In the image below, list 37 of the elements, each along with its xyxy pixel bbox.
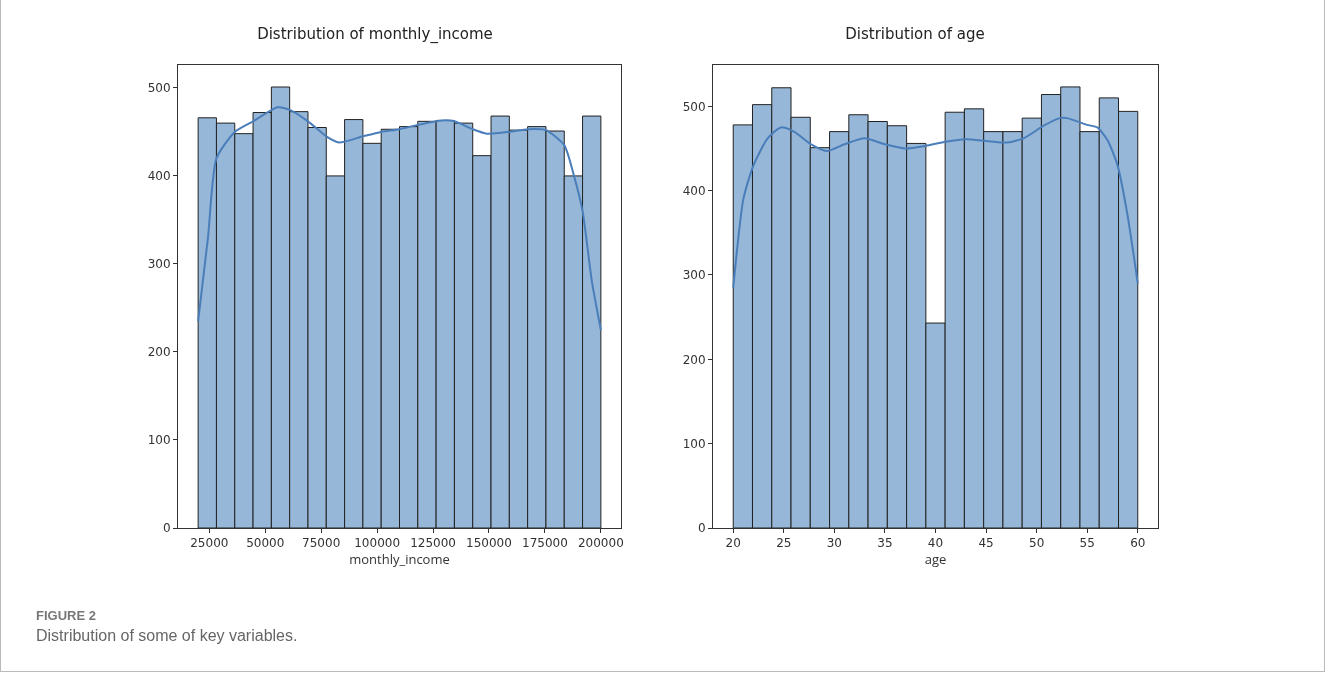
x-tick-label: 25000 <box>190 536 229 551</box>
y-tick-label: 500 <box>682 99 706 114</box>
x-tick-label: 60 <box>1130 536 1146 551</box>
x-tick-label: 75000 <box>302 536 341 551</box>
x-tick-label: 125000 <box>410 536 456 551</box>
chart-title: Distribution of monthly_income <box>257 25 493 45</box>
x-axis-title: age <box>924 550 947 569</box>
x-tick-label: 35 <box>877 536 893 551</box>
y-tick-label: 200 <box>682 352 706 367</box>
chart-title: Distribution of age <box>845 25 985 44</box>
x-tick-label: 100000 <box>354 536 401 551</box>
y-tick-label: 400 <box>682 183 706 198</box>
x-tick-label: 45 <box>978 536 994 551</box>
x-tick-label: 150000 <box>466 536 512 551</box>
x-tick-label: 50 <box>1029 536 1045 551</box>
x-tick-label: 55 <box>1079 536 1095 551</box>
x-tick-label: 25 <box>776 536 792 551</box>
x-tick-label: 175000 <box>522 536 568 551</box>
x-tick-label: 20 <box>725 536 741 551</box>
y-tick-label: 300 <box>147 257 171 272</box>
x-tick-label: 50000 <box>246 536 285 551</box>
y-tick-label: 100 <box>682 436 706 451</box>
y-tick-label: 0 <box>162 521 171 536</box>
y-tick-label: 400 <box>147 169 171 184</box>
y-tick-label: 200 <box>147 345 171 360</box>
line-series <box>197 106 602 331</box>
y-tick-label: 100 <box>147 433 171 448</box>
x-tick-label: 30 <box>826 536 842 551</box>
line-series <box>732 116 1139 289</box>
y-tick-label: 0 <box>697 521 706 536</box>
x-tick-label: 200000 <box>577 536 624 551</box>
y-tick-label: 500 <box>147 81 171 96</box>
x-tick-label: 40 <box>927 536 944 551</box>
caption: FIGURE 2 <box>36 608 97 623</box>
y-tick-label: 300 <box>682 268 706 283</box>
text: Distribution of some of key variables. <box>36 627 298 645</box>
x-axis-title: monthly_income <box>349 550 450 569</box>
